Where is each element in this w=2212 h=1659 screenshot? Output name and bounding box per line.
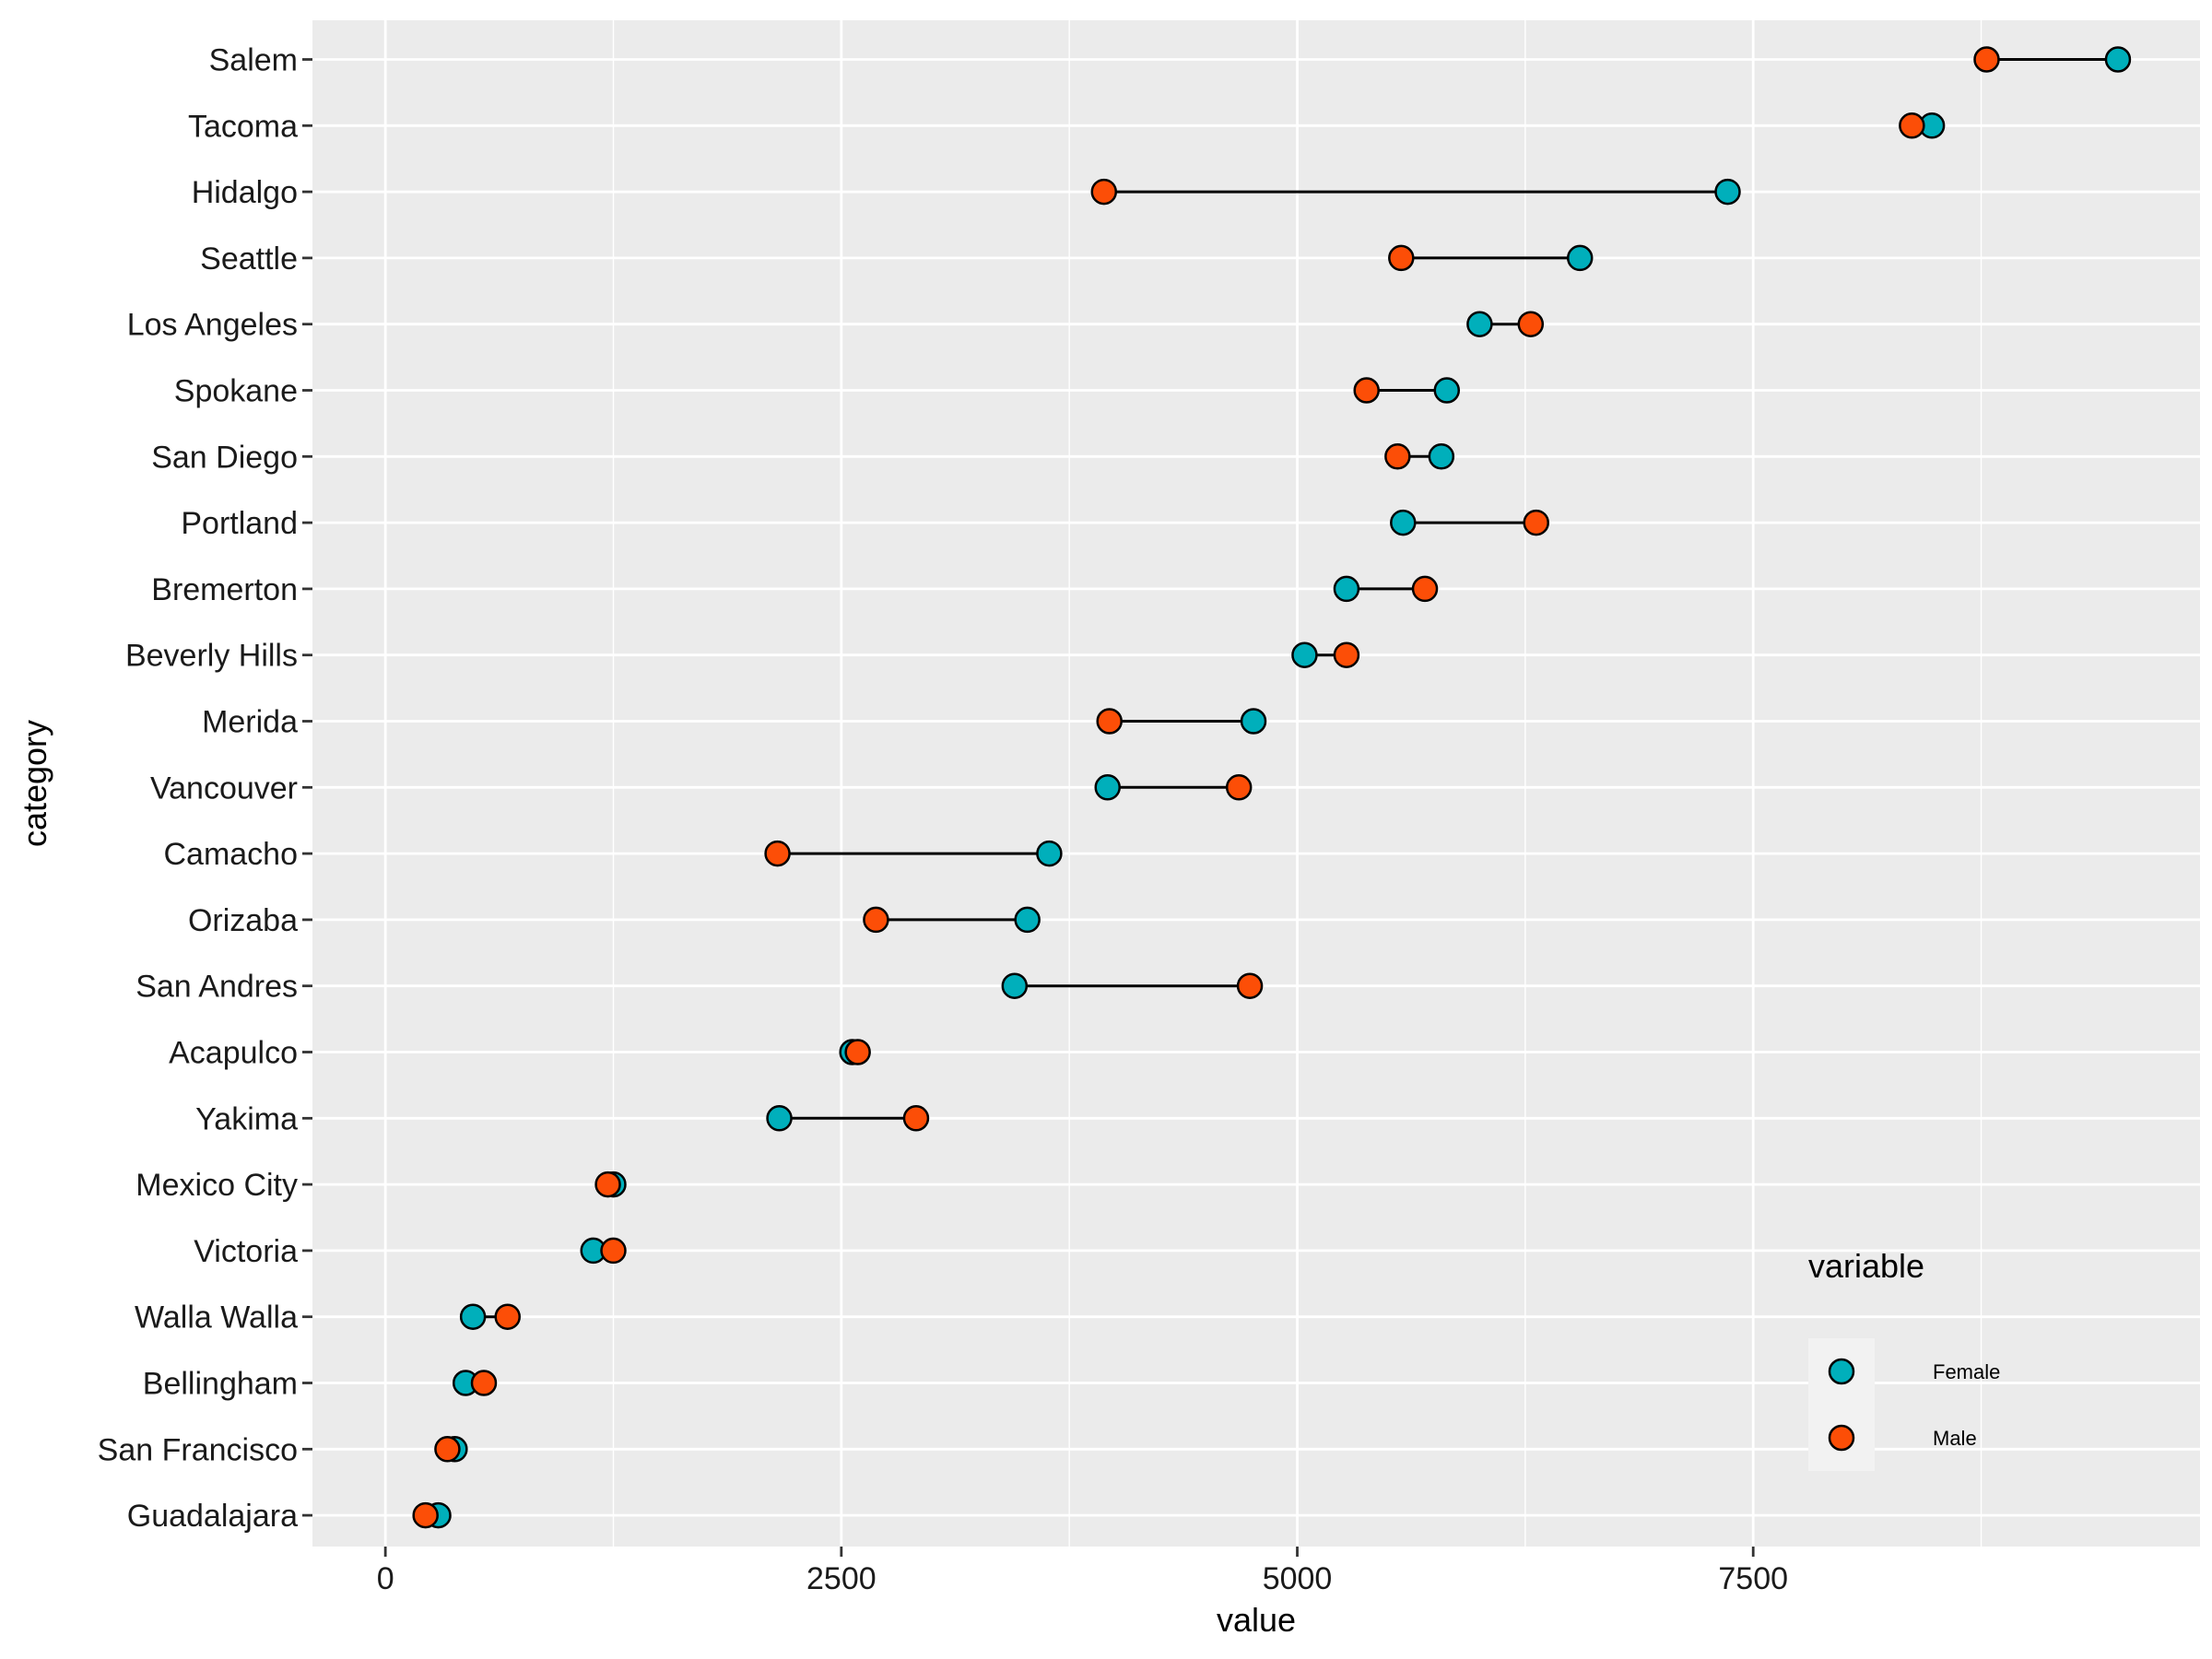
y-axis-title: category bbox=[16, 720, 53, 847]
x-tick-label: 5000 bbox=[1263, 1561, 1333, 1596]
point-male bbox=[600, 1237, 627, 1265]
point-female bbox=[1566, 244, 1594, 272]
point-male bbox=[594, 1171, 621, 1198]
legend-title: variable bbox=[1808, 1247, 1924, 1285]
y-tick-label: Mexico City bbox=[135, 1168, 298, 1203]
y-tick-label: Bremerton bbox=[151, 572, 298, 607]
minor-gridlines bbox=[612, 20, 1983, 1547]
y-tick-label: Bellingham bbox=[143, 1367, 298, 1402]
y-tick-label: Los Angeles bbox=[127, 308, 298, 343]
point-female bbox=[1333, 575, 1360, 603]
point-male bbox=[434, 1436, 461, 1463]
point-female bbox=[459, 1303, 487, 1330]
y-tick-label: Salem bbox=[209, 43, 298, 78]
point-female bbox=[2104, 46, 2132, 73]
point-male bbox=[1333, 641, 1360, 668]
y-tick-label: San Diego bbox=[151, 440, 298, 475]
legend: variable Female Male bbox=[1808, 1247, 2000, 1471]
y-tick-label: Yakima bbox=[195, 1101, 298, 1136]
point-female bbox=[1433, 377, 1461, 404]
point-male bbox=[1236, 972, 1264, 999]
point-male bbox=[1973, 46, 2000, 73]
panel-background bbox=[312, 20, 2200, 1547]
point-male bbox=[1225, 774, 1253, 801]
point-male bbox=[1090, 178, 1118, 206]
y-tick-label: Tacoma bbox=[188, 109, 298, 144]
point-female bbox=[766, 1105, 793, 1132]
point-male bbox=[494, 1303, 521, 1330]
legend-key-background bbox=[1808, 1338, 1875, 1471]
y-tick-label: Orizaba bbox=[188, 903, 298, 938]
y-tick-label: Hidalgo bbox=[192, 175, 298, 210]
x-axis-title: value bbox=[1217, 1601, 1296, 1639]
y-tick-label: San Andres bbox=[135, 970, 298, 1005]
y-tick-label: Walla Walla bbox=[135, 1300, 298, 1335]
point-male bbox=[1388, 244, 1415, 272]
y-tick-label: Acapulco bbox=[169, 1036, 298, 1071]
y-tick-label: Beverly Hills bbox=[125, 639, 298, 674]
legend-label-male: Male bbox=[1933, 1427, 1977, 1450]
point-male bbox=[1096, 708, 1123, 735]
y-tick-label: Vancouver bbox=[150, 771, 298, 806]
point-male bbox=[1353, 377, 1380, 404]
point-male bbox=[1384, 443, 1411, 470]
point-female bbox=[1390, 509, 1417, 536]
y-tick-label: Victoria bbox=[194, 1234, 298, 1269]
y-tick-label: San Francisco bbox=[98, 1432, 298, 1467]
x-tick-label: 0 bbox=[377, 1561, 394, 1596]
point-male bbox=[1517, 311, 1545, 337]
y-tick-label: Camacho bbox=[163, 837, 298, 872]
y-tick-label: Seattle bbox=[200, 241, 298, 276]
point-female bbox=[1094, 774, 1121, 801]
point-female bbox=[1428, 443, 1455, 470]
point-male bbox=[844, 1039, 871, 1065]
point-female bbox=[1240, 708, 1267, 735]
y-tick-label: Spokane bbox=[174, 374, 298, 409]
point-male bbox=[470, 1370, 498, 1396]
point-male bbox=[1523, 509, 1549, 536]
point-female bbox=[1036, 840, 1063, 867]
point-male bbox=[1411, 575, 1439, 603]
legend-key-male bbox=[1828, 1424, 1855, 1452]
point-male bbox=[902, 1105, 930, 1132]
point-male bbox=[764, 840, 791, 867]
data-points bbox=[412, 46, 2132, 1529]
y-axis: Salem Tacoma Hidalgo Seattle Los Angeles Spok… bbox=[98, 43, 312, 1534]
x-tick-label: 2500 bbox=[806, 1561, 877, 1596]
point-male bbox=[863, 906, 889, 934]
y-tick-label: Guadalajara bbox=[127, 1499, 298, 1534]
point-female bbox=[1014, 906, 1041, 934]
point-male bbox=[412, 1501, 439, 1529]
legend-key-female bbox=[1828, 1358, 1855, 1385]
legend-label-female: Female bbox=[1933, 1360, 2000, 1383]
x-axis: 0 2500 5000 7500 bbox=[377, 1547, 1788, 1596]
point-female bbox=[1714, 178, 1741, 206]
point-female bbox=[1466, 311, 1493, 337]
point-female bbox=[1001, 972, 1029, 999]
x-tick-label: 7500 bbox=[1718, 1561, 1788, 1596]
y-tick-label: Merida bbox=[202, 705, 298, 740]
y-tick-label: Portland bbox=[181, 506, 298, 541]
point-male bbox=[1899, 112, 1925, 139]
point-female bbox=[1291, 641, 1318, 668]
